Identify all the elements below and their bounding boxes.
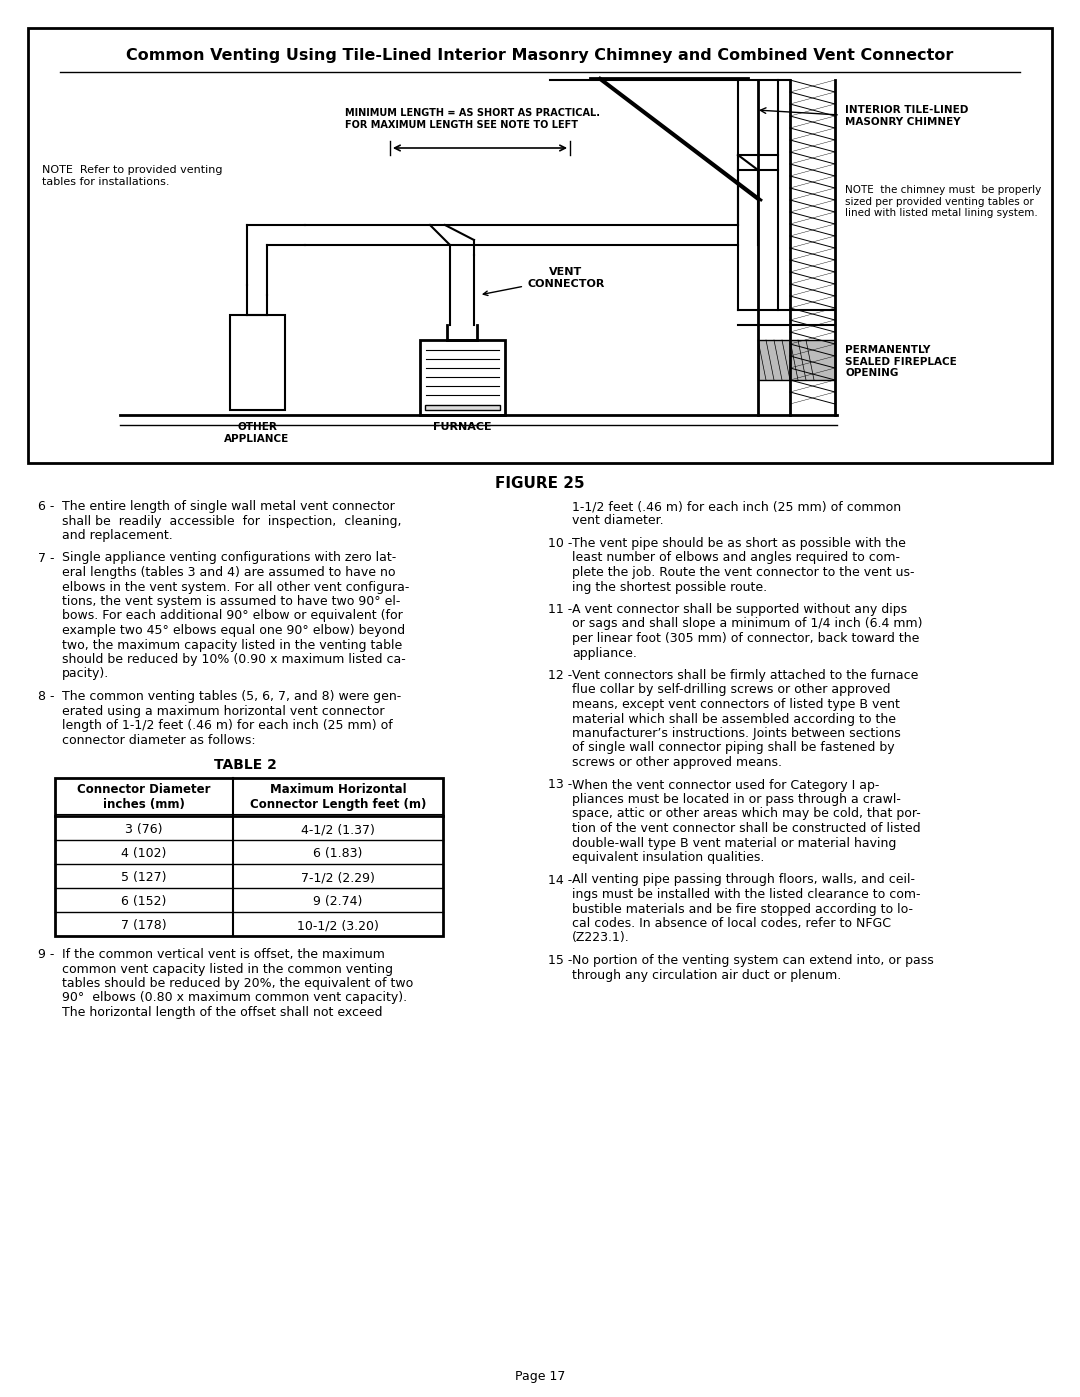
Text: ings must be installed with the listed clearance to com-: ings must be installed with the listed c… (572, 888, 920, 901)
Text: per linear foot (305 mm) of connector, back toward the: per linear foot (305 mm) of connector, b… (572, 631, 919, 645)
Text: screws or other approved means.: screws or other approved means. (572, 756, 782, 768)
Text: A vent connector shall be supported without any dips: A vent connector shall be supported with… (572, 604, 907, 616)
Text: 4 (102): 4 (102) (121, 848, 166, 861)
Text: NOTE  Refer to provided venting
tables for installations.: NOTE Refer to provided venting tables fo… (42, 165, 222, 187)
Text: VENT
CONNECTOR: VENT CONNECTOR (483, 267, 605, 296)
Text: bustible materials and be fire stopped according to lo-: bustible materials and be fire stopped a… (572, 902, 913, 915)
Text: (Z223.1).: (Z223.1). (572, 932, 630, 944)
Text: erated using a maximum horizontal vent connector: erated using a maximum horizontal vent c… (62, 704, 384, 718)
Text: example two 45° elbows equal one 90° elbow) beyond: example two 45° elbows equal one 90° elb… (62, 624, 405, 637)
Text: tions, the vent system is assumed to have two 90° el-: tions, the vent system is assumed to hav… (62, 595, 401, 608)
Text: The vent pipe should be as short as possible with the: The vent pipe should be as short as poss… (572, 536, 906, 550)
Text: length of 1-1/2 feet (.46 m) for each inch (25 mm) of: length of 1-1/2 feet (.46 m) for each in… (62, 719, 393, 732)
Text: OTHER
APPLIANCE: OTHER APPLIANCE (225, 422, 289, 444)
Text: of single wall connector piping shall be fastened by: of single wall connector piping shall be… (572, 742, 894, 754)
Text: tables should be reduced by 20%, the equivalent of two: tables should be reduced by 20%, the equ… (62, 977, 414, 990)
Text: material which shall be assembled according to the: material which shall be assembled accord… (572, 712, 896, 725)
Text: 6 (152): 6 (152) (121, 895, 166, 908)
Text: space, attic or other areas which may be cold, that por-: space, attic or other areas which may be… (572, 807, 921, 820)
Text: bows. For each additional 90° elbow or equivalent (for: bows. For each additional 90° elbow or e… (62, 609, 403, 623)
Text: Common Venting Using Tile-Lined Interior Masonry Chimney and Combined Vent Conne: Common Venting Using Tile-Lined Interior… (126, 47, 954, 63)
Text: 9 (2.74): 9 (2.74) (313, 895, 363, 908)
Text: means, except vent connectors of listed type B vent: means, except vent connectors of listed … (572, 698, 900, 711)
Text: TABLE 2: TABLE 2 (214, 759, 276, 773)
Text: INTERIOR TILE-LINED
MASONRY CHIMNEY: INTERIOR TILE-LINED MASONRY CHIMNEY (845, 105, 969, 127)
Text: 15 -: 15 - (548, 954, 572, 967)
Bar (420, 339, 505, 415)
Bar (758, 339, 835, 380)
Text: 7-1/2 (2.29): 7-1/2 (2.29) (301, 872, 375, 884)
Text: 11 -: 11 - (548, 604, 572, 616)
Text: Connector Diameter
inches (mm): Connector Diameter inches (mm) (78, 782, 211, 812)
Text: and replacement.: and replacement. (62, 529, 173, 542)
Text: 7 (178): 7 (178) (121, 919, 166, 933)
Text: 8 -: 8 - (38, 690, 54, 703)
Text: If the common vertical vent is offset, the maximum: If the common vertical vent is offset, t… (62, 949, 384, 961)
Bar (55, 778, 443, 936)
Text: The entire length of single wall metal vent connector: The entire length of single wall metal v… (62, 500, 395, 513)
Text: 10 -: 10 - (548, 536, 572, 550)
Text: through any circulation air duct or plenum.: through any circulation air duct or plen… (572, 968, 841, 982)
Text: ing the shortest possible route.: ing the shortest possible route. (572, 581, 767, 594)
Text: shall be  readily  accessible  for  inspection,  cleaning,: shall be readily accessible for inspecti… (62, 514, 402, 528)
Text: eral lengths (tables 3 and 4) are assumed to have no: eral lengths (tables 3 and 4) are assume… (62, 566, 395, 578)
Text: 1-1/2 feet (.46 m) for each inch (25 mm) of common: 1-1/2 feet (.46 m) for each inch (25 mm)… (572, 500, 901, 513)
Text: 9 -: 9 - (38, 949, 54, 961)
Bar (230, 314, 285, 409)
Text: should be reduced by 10% (0.90 x maximum listed ca-: should be reduced by 10% (0.90 x maximum… (62, 652, 406, 666)
Text: cal codes. In absence of local codes, refer to NFGC: cal codes. In absence of local codes, re… (572, 916, 891, 930)
Text: 14 -: 14 - (548, 873, 572, 887)
Text: or sags and shall slope a minimum of 1/4 inch (6.4 mm): or sags and shall slope a minimum of 1/4… (572, 617, 922, 630)
Text: 10-1/2 (3.20): 10-1/2 (3.20) (297, 919, 379, 933)
Text: plete the job. Route the vent connector to the vent us-: plete the job. Route the vent connector … (572, 566, 915, 578)
Text: tion of the vent connector shall be constructed of listed: tion of the vent connector shall be cons… (572, 821, 920, 835)
Text: NOTE  the chimney must  be properly
sized per provided venting tables or
lined w: NOTE the chimney must be properly sized … (845, 184, 1041, 218)
Text: flue collar by self-drilling screws or other approved: flue collar by self-drilling screws or o… (572, 683, 891, 697)
Text: connector diameter as follows:: connector diameter as follows: (62, 733, 256, 746)
Text: Page 17: Page 17 (515, 1370, 565, 1383)
Text: 6 (1.83): 6 (1.83) (313, 848, 363, 861)
Text: FURNACE: FURNACE (433, 422, 491, 432)
Text: When the vent connector used for Category I ap-: When the vent connector used for Categor… (572, 778, 879, 792)
Text: FIGURE 25: FIGURE 25 (496, 476, 584, 490)
Text: All venting pipe passing through floors, walls, and ceil-: All venting pipe passing through floors,… (572, 873, 915, 887)
Text: Vent connectors shall be firmly attached to the furnace: Vent connectors shall be firmly attached… (572, 669, 918, 682)
Text: PERMANENTLY
SEALED FIREPLACE
OPENING: PERMANENTLY SEALED FIREPLACE OPENING (845, 345, 957, 379)
Text: No portion of the venting system can extend into, or pass: No portion of the venting system can ext… (572, 954, 934, 967)
Text: double-wall type B vent material or material having: double-wall type B vent material or mate… (572, 837, 896, 849)
Bar (28, 28, 1052, 462)
Text: equivalent insulation qualities.: equivalent insulation qualities. (572, 851, 765, 863)
Text: least number of elbows and angles required to com-: least number of elbows and angles requir… (572, 552, 900, 564)
Text: 90°  elbows (0.80 x maximum common vent capacity).: 90° elbows (0.80 x maximum common vent c… (62, 992, 407, 1004)
Text: manufacturer’s instructions. Joints between sections: manufacturer’s instructions. Joints betw… (572, 726, 901, 740)
Text: common vent capacity listed in the common venting: common vent capacity listed in the commo… (62, 963, 393, 975)
Text: 3 (76): 3 (76) (125, 823, 163, 837)
Text: 7 -: 7 - (38, 552, 54, 564)
Text: pacity).: pacity). (62, 668, 109, 680)
Text: 13 -: 13 - (548, 778, 572, 792)
Bar (426, 405, 500, 409)
Text: 12 -: 12 - (548, 669, 572, 682)
Text: 5 (127): 5 (127) (121, 872, 166, 884)
Text: Single appliance venting configurations with zero lat-: Single appliance venting configurations … (62, 552, 396, 564)
Text: appliance.: appliance. (572, 647, 637, 659)
Text: Maximum Horizontal
Connector Length feet (m): Maximum Horizontal Connector Length feet… (249, 782, 427, 812)
Text: elbows in the vent system. For all other vent configura-: elbows in the vent system. For all other… (62, 581, 409, 594)
Text: vent diameter.: vent diameter. (572, 514, 663, 528)
Text: 4-1/2 (1.37): 4-1/2 (1.37) (301, 823, 375, 837)
Text: The horizontal length of the offset shall not exceed: The horizontal length of the offset shal… (62, 1006, 382, 1018)
Text: 6 -: 6 - (38, 500, 54, 513)
Text: pliances must be located in or pass through a crawl-: pliances must be located in or pass thro… (572, 793, 901, 806)
Text: MINIMUM LENGTH = AS SHORT AS PRACTICAL.
FOR MAXIMUM LENGTH SEE NOTE TO LEFT: MINIMUM LENGTH = AS SHORT AS PRACTICAL. … (345, 108, 600, 130)
Text: two, the maximum capacity listed in the venting table: two, the maximum capacity listed in the … (62, 638, 402, 651)
Text: The common venting tables (5, 6, 7, and 8) were gen-: The common venting tables (5, 6, 7, and … (62, 690, 402, 703)
